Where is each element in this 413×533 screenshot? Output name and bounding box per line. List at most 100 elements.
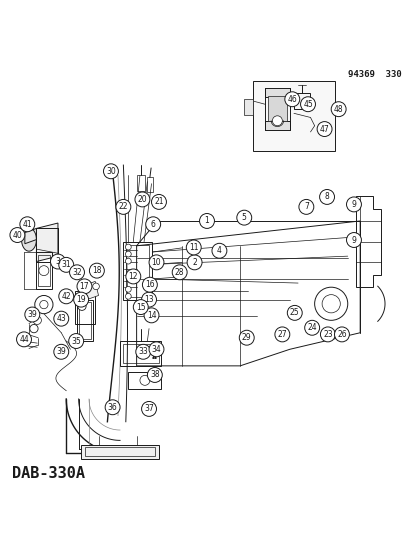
Text: 2: 2 <box>192 258 197 267</box>
Text: 22: 22 <box>119 203 128 212</box>
Text: 33: 33 <box>138 348 148 356</box>
Circle shape <box>287 305 301 320</box>
Text: 45: 45 <box>302 100 312 109</box>
Circle shape <box>144 308 159 323</box>
Text: 27: 27 <box>277 330 287 339</box>
Circle shape <box>186 240 201 255</box>
Text: DAB-330A: DAB-330A <box>12 466 85 481</box>
Text: 16: 16 <box>145 280 154 289</box>
Text: 9: 9 <box>351 236 356 245</box>
Circle shape <box>334 327 349 342</box>
Circle shape <box>274 327 289 342</box>
Circle shape <box>330 102 345 117</box>
Circle shape <box>21 340 27 346</box>
Circle shape <box>80 286 87 293</box>
Circle shape <box>284 92 299 107</box>
Text: 7: 7 <box>303 203 308 212</box>
Polygon shape <box>264 87 289 97</box>
Text: 25: 25 <box>289 309 299 317</box>
Text: 43: 43 <box>56 314 66 323</box>
Text: 46: 46 <box>287 95 297 104</box>
Circle shape <box>69 334 83 349</box>
Circle shape <box>140 375 150 385</box>
Bar <box>36 229 58 262</box>
Circle shape <box>54 344 69 359</box>
Text: 10: 10 <box>151 258 161 267</box>
Circle shape <box>142 277 157 292</box>
Circle shape <box>135 192 150 207</box>
Circle shape <box>211 244 226 258</box>
Circle shape <box>300 97 315 112</box>
Text: 19: 19 <box>76 295 86 304</box>
Bar <box>120 341 161 366</box>
Bar <box>36 252 52 289</box>
Circle shape <box>125 293 131 299</box>
Text: 11: 11 <box>189 243 198 252</box>
Text: 24: 24 <box>306 324 316 332</box>
Text: 48: 48 <box>333 104 343 114</box>
Circle shape <box>59 257 74 272</box>
Circle shape <box>105 400 120 415</box>
Circle shape <box>133 300 148 314</box>
Circle shape <box>314 287 347 320</box>
Polygon shape <box>264 121 289 130</box>
Text: 17: 17 <box>79 282 89 291</box>
Circle shape <box>298 199 313 214</box>
Text: 1: 1 <box>204 216 209 225</box>
Circle shape <box>199 214 214 229</box>
Circle shape <box>149 342 164 357</box>
Circle shape <box>126 269 140 284</box>
Bar <box>137 175 145 191</box>
Text: 31: 31 <box>61 260 71 269</box>
Circle shape <box>77 279 92 294</box>
Circle shape <box>103 164 118 179</box>
Text: 29: 29 <box>241 333 251 342</box>
Circle shape <box>151 195 166 209</box>
Text: 3: 3 <box>55 257 60 266</box>
Circle shape <box>125 251 131 257</box>
Circle shape <box>147 368 162 382</box>
Text: 20: 20 <box>137 195 147 204</box>
Text: 15: 15 <box>135 303 145 312</box>
Bar <box>74 292 95 325</box>
Circle shape <box>33 316 41 325</box>
Bar <box>81 445 159 459</box>
Text: 36: 36 <box>107 403 117 412</box>
Circle shape <box>319 190 334 204</box>
Bar <box>78 302 91 338</box>
Bar <box>85 447 155 456</box>
Text: 44: 44 <box>19 335 29 344</box>
Circle shape <box>74 292 88 307</box>
Circle shape <box>346 232 361 247</box>
Text: 30: 30 <box>106 167 116 176</box>
Circle shape <box>89 263 104 278</box>
Bar <box>123 241 152 300</box>
Circle shape <box>172 265 187 280</box>
Circle shape <box>39 265 49 276</box>
Bar <box>268 96 286 121</box>
Text: 13: 13 <box>144 295 154 304</box>
Bar <box>122 343 159 364</box>
Text: 39: 39 <box>27 310 37 319</box>
Text: 39: 39 <box>56 348 66 356</box>
Text: 38: 38 <box>150 370 159 379</box>
Circle shape <box>187 255 202 270</box>
Polygon shape <box>36 223 58 262</box>
Text: 42: 42 <box>61 292 71 301</box>
Polygon shape <box>25 229 36 244</box>
Circle shape <box>346 197 361 212</box>
Circle shape <box>50 254 65 269</box>
Bar <box>244 99 253 115</box>
Polygon shape <box>81 281 98 301</box>
Bar <box>128 372 161 389</box>
Circle shape <box>40 301 48 309</box>
Circle shape <box>321 295 339 313</box>
Circle shape <box>141 292 156 307</box>
Circle shape <box>145 217 160 232</box>
Text: 21: 21 <box>154 197 163 206</box>
Circle shape <box>125 286 131 292</box>
Text: 35: 35 <box>71 336 81 345</box>
Circle shape <box>116 199 131 214</box>
Text: 40: 40 <box>12 231 22 239</box>
Circle shape <box>304 320 319 335</box>
